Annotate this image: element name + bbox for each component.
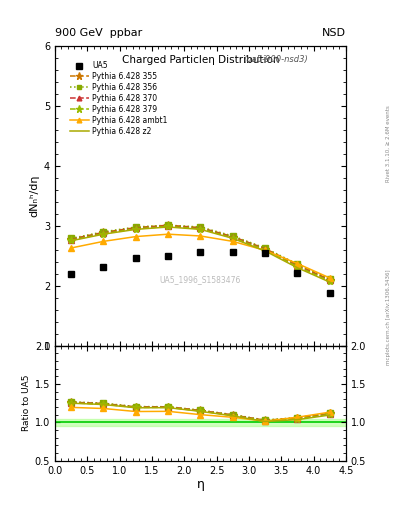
Bar	[55, 419, 346, 426]
Pythia 6.428 370	[295, 263, 300, 269]
Pythia 6.428 z2	[166, 224, 171, 230]
Pythia 6.428 356	[230, 233, 235, 239]
Pythia 6.428 ambt1	[230, 238, 235, 244]
Pythia 6.428 356	[166, 222, 171, 228]
Pythia 6.428 356	[134, 224, 138, 230]
Line: Pythia 6.428 z2: Pythia 6.428 z2	[71, 227, 330, 282]
Pythia 6.428 379	[69, 237, 73, 243]
Pythia 6.428 370	[198, 225, 203, 231]
Text: 900 GeV  ppbar: 900 GeV ppbar	[55, 28, 142, 38]
Line: Pythia 6.428 ambt1: Pythia 6.428 ambt1	[68, 231, 332, 281]
Line: UA5: UA5	[68, 248, 333, 296]
Pythia 6.428 ambt1	[327, 275, 332, 281]
Pythia 6.428 370	[134, 225, 138, 231]
Line: Pythia 6.428 379: Pythia 6.428 379	[67, 222, 334, 285]
UA5	[263, 250, 267, 256]
X-axis label: η: η	[196, 478, 204, 492]
Pythia 6.428 370	[69, 237, 73, 243]
Y-axis label: Ratio to UA5: Ratio to UA5	[22, 375, 31, 432]
Pythia 6.428 355	[295, 262, 300, 268]
Pythia 6.428 ambt1	[134, 233, 138, 240]
Pythia 6.428 z2	[134, 226, 138, 232]
Y-axis label: dNₙʰ/dη: dNₙʰ/dη	[30, 175, 40, 217]
Pythia 6.428 356	[198, 224, 203, 230]
Pythia 6.428 379	[263, 247, 267, 253]
Pythia 6.428 356	[327, 276, 332, 282]
Pythia 6.428 370	[263, 246, 267, 252]
Pythia 6.428 355	[198, 225, 203, 231]
Pythia 6.428 ambt1	[295, 261, 300, 267]
Pythia 6.428 370	[101, 230, 106, 236]
Text: Rivet 3.1.10, ≥ 2.6M events: Rivet 3.1.10, ≥ 2.6M events	[386, 105, 391, 182]
Pythia 6.428 355	[230, 233, 235, 240]
Line: Pythia 6.428 356: Pythia 6.428 356	[68, 222, 332, 282]
Pythia 6.428 379	[166, 223, 171, 229]
Pythia 6.428 ambt1	[263, 247, 267, 253]
Text: (ua5-900-nsd3): (ua5-900-nsd3)	[244, 55, 309, 64]
Pythia 6.428 356	[295, 261, 300, 267]
Line: Pythia 6.428 370: Pythia 6.428 370	[68, 223, 332, 283]
Pythia 6.428 355	[134, 225, 138, 231]
Pythia 6.428 z2	[101, 231, 106, 237]
Pythia 6.428 370	[327, 277, 332, 283]
Pythia 6.428 355	[166, 222, 171, 228]
Pythia 6.428 379	[230, 234, 235, 241]
Legend: UA5, Pythia 6.428 355, Pythia 6.428 356, Pythia 6.428 370, Pythia 6.428 379, Pyt: UA5, Pythia 6.428 355, Pythia 6.428 356,…	[68, 59, 170, 138]
Text: mcplots.cern.ch [arXiv:1306.3436]: mcplots.cern.ch [arXiv:1306.3436]	[386, 270, 391, 365]
Text: Charged Particleη Distribution: Charged Particleη Distribution	[122, 55, 279, 65]
Pythia 6.428 ambt1	[166, 231, 171, 237]
Pythia 6.428 ambt1	[101, 238, 106, 244]
Pythia 6.428 356	[101, 229, 106, 235]
Pythia 6.428 z2	[230, 236, 235, 242]
Pythia 6.428 370	[166, 223, 171, 229]
Pythia 6.428 355	[263, 245, 267, 251]
Pythia 6.428 z2	[198, 226, 203, 232]
UA5	[230, 248, 235, 254]
Pythia 6.428 379	[101, 230, 106, 237]
Pythia 6.428 ambt1	[198, 233, 203, 239]
UA5	[198, 248, 203, 254]
Pythia 6.428 379	[198, 226, 203, 232]
UA5	[101, 264, 106, 270]
Pythia 6.428 355	[327, 276, 332, 283]
Pythia 6.428 370	[230, 234, 235, 240]
Pythia 6.428 355	[69, 236, 73, 242]
Pythia 6.428 379	[327, 278, 332, 284]
Pythia 6.428 356	[69, 236, 73, 242]
UA5	[134, 254, 138, 261]
Pythia 6.428 ambt1	[69, 245, 73, 251]
UA5	[327, 290, 332, 296]
Pythia 6.428 z2	[263, 248, 267, 254]
Pythia 6.428 356	[263, 245, 267, 251]
Pythia 6.428 355	[101, 229, 106, 236]
Pythia 6.428 z2	[295, 265, 300, 271]
Text: UA5_1996_S1583476: UA5_1996_S1583476	[160, 275, 241, 284]
Pythia 6.428 379	[295, 264, 300, 270]
Line: Pythia 6.428 355: Pythia 6.428 355	[67, 221, 334, 284]
UA5	[295, 269, 300, 275]
Pythia 6.428 z2	[327, 279, 332, 285]
Pythia 6.428 379	[134, 226, 138, 232]
Text: NSD: NSD	[322, 28, 346, 38]
Pythia 6.428 z2	[69, 238, 73, 244]
UA5	[69, 271, 73, 277]
UA5	[166, 253, 171, 259]
